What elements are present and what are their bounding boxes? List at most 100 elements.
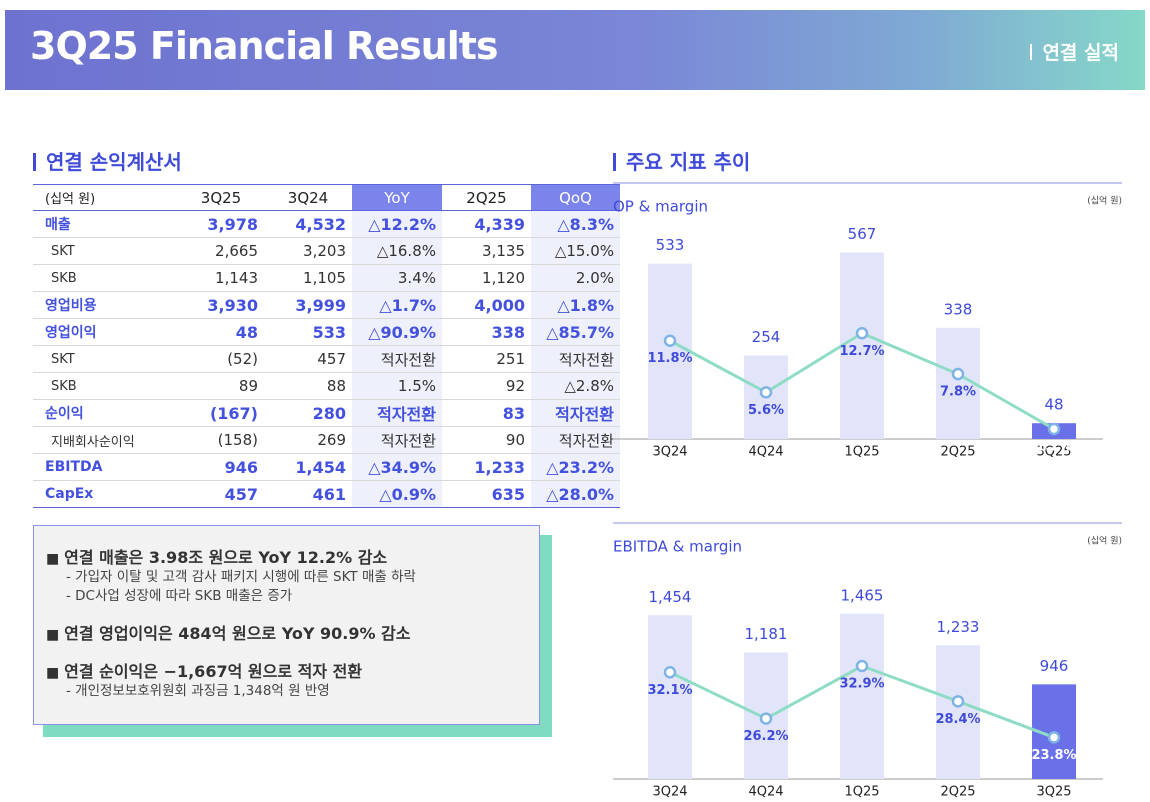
table-cell: 3,999: [264, 291, 352, 319]
column-header: 3Q24: [264, 184, 352, 211]
x-tick-label: 3Q25: [1036, 445, 1071, 460]
summary-point: 연결 매출은 3.98조 원으로 YoY 12.2% 감소: [46, 544, 539, 568]
margin-label: 23.8%: [1031, 748, 1076, 763]
table-cell: 48: [178, 318, 264, 346]
margin-point: [855, 327, 869, 340]
table-cell: 1.5%: [352, 372, 442, 400]
header-banner: 3Q25 Financial Results 연결 실적: [5, 10, 1145, 90]
summary-box: 연결 매출은 3.98조 원으로 YoY 12.2% 감소- 가입자 이탈 및 …: [33, 525, 540, 725]
table-cell: 적자전환: [531, 345, 620, 373]
table-row: SKB 89 88 1.5% 92 △2.8%: [33, 372, 620, 400]
margin-point: [759, 712, 773, 725]
bar-value-label: 254: [752, 328, 781, 346]
margin-point: [663, 334, 677, 347]
table-cell: △8.3%: [531, 210, 620, 238]
x-tick-label: 4Q24: [748, 445, 783, 460]
table-cell: 3.4%: [352, 264, 442, 292]
table-cell: 635: [442, 480, 531, 508]
table-cell: △1.8%: [531, 291, 620, 319]
column-header: (십억 원): [33, 184, 178, 211]
table-cell: (158): [178, 426, 264, 454]
table-cell: 4,532: [264, 210, 352, 238]
chart-title: EBITDA & margin: [613, 538, 742, 556]
table-cell: △15.0%: [531, 237, 620, 265]
bar-value-label: 1,181: [745, 625, 788, 643]
header-section: 연결 실적: [1030, 38, 1119, 65]
summary-point: 연결 순이익은 −1,667억 원으로 적자 전환: [46, 658, 539, 682]
margin-label: 7.8%: [940, 385, 976, 400]
table-cell: △85.7%: [531, 318, 620, 346]
table-cell: 적자전환: [352, 399, 442, 427]
table-cell: 92: [442, 372, 531, 400]
bar-value-label: 946: [1040, 657, 1069, 675]
margin-label: 5.6%: [748, 403, 784, 418]
table-cell: △1.7%: [352, 291, 442, 319]
x-tick-label: 3Q24: [652, 445, 687, 460]
table-cell: (167): [178, 399, 264, 427]
x-tick-label: 2Q25: [940, 445, 975, 460]
bar-value-label: 533: [656, 236, 685, 254]
table-row: 매출 3,978 4,532 △12.2% 4,339 △8.3%: [33, 210, 620, 238]
table-row: SKB 1,143 1,105 3.4% 1,120 2.0%: [33, 264, 620, 292]
table-cell: 2.0%: [531, 264, 620, 292]
x-tick-label: 1Q25: [844, 785, 879, 800]
table-row: SKT 2,665 3,203 △16.8% 3,135 △15.0%: [33, 237, 620, 265]
table-cell: 4,339: [442, 210, 531, 238]
margin-label: 26.2%: [743, 729, 788, 744]
margin-point: [663, 666, 677, 679]
bar-value-label: 1,465: [841, 586, 884, 604]
summary-detail: - 개인정보보호위원회 과징금 1,348억 원 반영: [66, 683, 330, 699]
row-label: 영업비용: [33, 291, 178, 319]
x-tick-label: 2Q25: [940, 785, 975, 800]
row-label: SKB: [33, 372, 178, 400]
x-tick-label: 3Q25: [1036, 785, 1071, 800]
table-cell: 251: [442, 345, 531, 373]
margin-point: [951, 695, 965, 708]
table-cell: △34.9%: [352, 453, 442, 481]
table-cell: 461: [264, 480, 352, 508]
table-cell: △2.8%: [531, 372, 620, 400]
table-row: 지배회사순이익 (158) 269 적자전환 90 적자전환: [33, 426, 620, 454]
margin-point: [1047, 422, 1061, 436]
table-cell: △23.2%: [531, 453, 620, 481]
bar: [840, 613, 884, 779]
section-title: 연결 손익계산서: [33, 146, 182, 175]
table-row: EBITDA 946 1,454 △34.9% 1,233 △23.2%: [33, 453, 620, 481]
summary-block: 연결 순이익은 −1,667억 원으로 적자 전환- 개인정보보호위원회 과징금…: [46, 658, 539, 701]
column-header: YoY: [352, 184, 442, 211]
bar-value-label: 48: [1044, 396, 1063, 414]
row-label: 영업이익: [33, 318, 178, 346]
table-cell: △16.8%: [352, 237, 442, 265]
table-cell: 90: [442, 426, 531, 454]
table-cell: 적자전환: [531, 399, 620, 427]
table-cell: △12.2%: [352, 210, 442, 238]
margin-label: 1.2%: [1036, 440, 1072, 455]
table-cell: 1,143: [178, 264, 264, 292]
table-cell: 457: [178, 480, 264, 508]
margin-point: [951, 367, 965, 381]
table-cell: 적자전환: [531, 426, 620, 454]
column-header: 2Q25: [442, 184, 531, 211]
table-cell: 88: [264, 372, 352, 400]
table-row: SKT (52) 457 적자전환 251 적자전환: [33, 345, 620, 373]
table-cell: 269: [264, 426, 352, 454]
header-title: 3Q25 Financial Results: [30, 24, 499, 68]
margin-point: [759, 386, 773, 399]
table-row: 순이익 (167) 280 적자전환 83 적자전환: [33, 399, 620, 427]
margin-point: [1047, 731, 1061, 744]
margin-point: [855, 659, 869, 673]
table-cell: 3,135: [442, 237, 531, 265]
summary-detail: - 가입자 이탈 및 고객 감사 패키지 시행에 따른 SKT 매출 하락: [66, 569, 416, 585]
margin-label: 11.8%: [647, 351, 692, 366]
table-cell: 1,233: [442, 453, 531, 481]
column-header: QoQ: [531, 184, 620, 211]
table-cell: 2,665: [178, 237, 264, 265]
chart-unit: (십억 원): [1087, 535, 1122, 547]
margin-label: 28.4%: [935, 712, 980, 727]
table-cell: 3,203: [264, 237, 352, 265]
column-header: 3Q25: [178, 184, 264, 211]
row-label: EBITDA: [33, 453, 178, 481]
row-label: SKB: [33, 264, 178, 292]
summary-point: 연결 영업이익은 484억 원으로 YoY 90.9% 감소: [46, 620, 539, 644]
